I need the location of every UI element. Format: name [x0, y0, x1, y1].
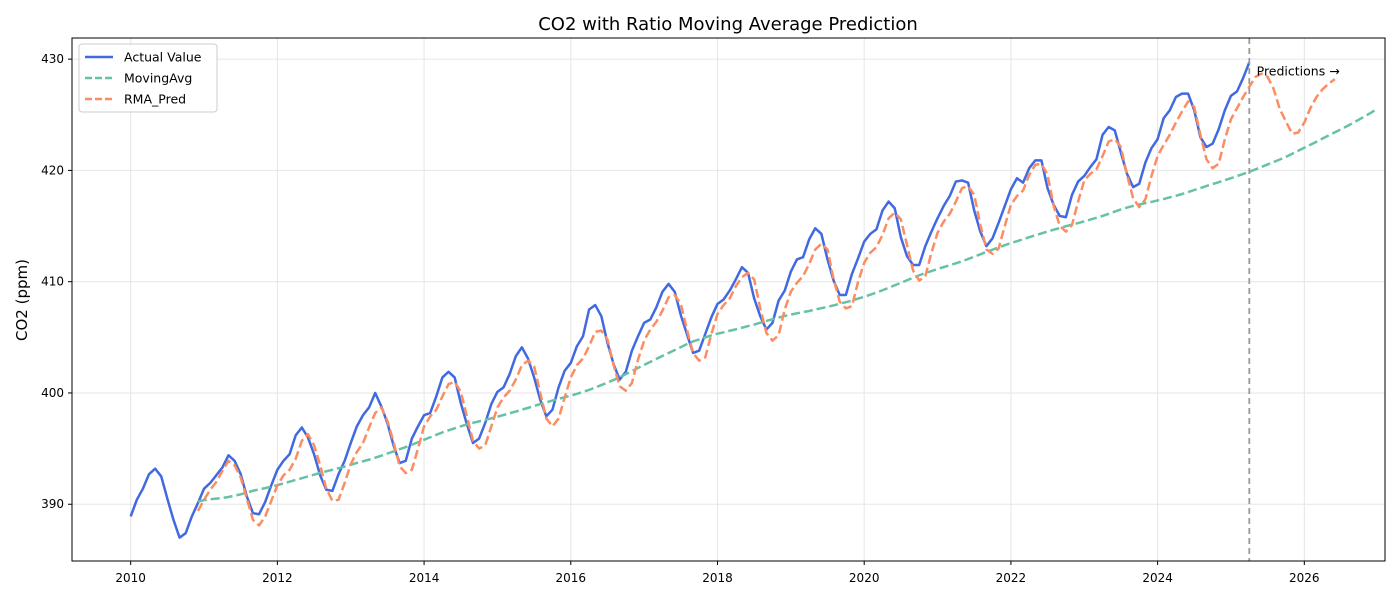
y-tick-label: 410 [41, 275, 64, 289]
legend-label-movingavg: MovingAvg [124, 71, 192, 86]
x-tick-label: 2012 [262, 571, 293, 585]
x-tick-label: 2016 [556, 571, 587, 585]
x-tick-label: 2010 [115, 571, 146, 585]
legend-label-rma-pred: RMA_Pred [124, 92, 186, 107]
x-tick-label: 2022 [996, 571, 1027, 585]
grid [72, 38, 1385, 561]
x-tick-label: 2026 [1289, 571, 1320, 585]
legend-label-actual-value: Actual Value [124, 50, 202, 65]
x-axis-ticks: 2010 2012 2014 2016 2018 2020 2022 2024 2026 [115, 561, 1320, 585]
predictions-annotation: Predictions → [1257, 63, 1340, 78]
y-tick-label: 390 [41, 497, 64, 511]
series-line-rma-pred [196, 72, 1336, 527]
legend: Actual Value MovingAvg RMA_Pred [78, 43, 218, 113]
series-lines [129, 62, 1379, 539]
y-tick-label: 420 [41, 163, 64, 177]
x-tick-label: 2018 [702, 571, 733, 585]
chart-title: CO2 with Ratio Moving Average Prediction [538, 14, 918, 35]
plot-frame [71, 37, 1386, 562]
y-tick-label: 400 [41, 386, 64, 400]
y-tick-label: 430 [41, 52, 64, 66]
y-axis-ticks: 390 400 410 420 430 [41, 52, 72, 511]
x-tick-label: 2020 [849, 571, 880, 585]
y-axis-title: CO2 (ppm) [13, 259, 31, 341]
x-tick-label: 2024 [1142, 571, 1173, 585]
x-tick-label: 2014 [409, 571, 440, 585]
legend-box [78, 43, 218, 113]
